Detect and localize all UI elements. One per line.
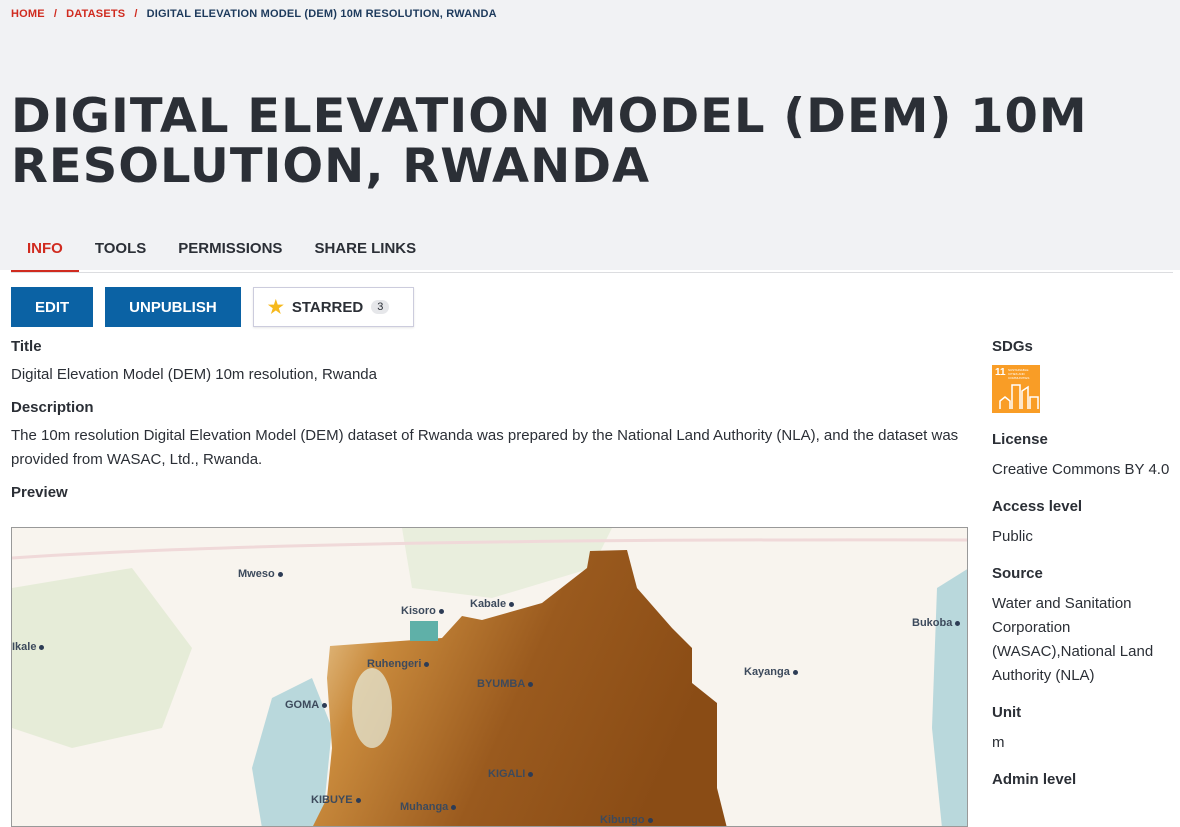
description-value: The 10m resolution Digital Elevation Mod… bbox=[11, 427, 959, 468]
unit-value: m bbox=[992, 734, 1005, 751]
sdg-text: SUSTAINABLE CITIES AND COMMUNITIES bbox=[1008, 368, 1030, 380]
metadata-sidebar: SDGs 11 SUSTAINABLE CITIES AND COMMUNITI… bbox=[992, 338, 1172, 798]
edit-button[interactable]: EDIT bbox=[11, 287, 94, 327]
action-bar: EDIT UNPUBLISH ★ STARRED 3 bbox=[11, 287, 415, 327]
map-preview[interactable]: Mweso Kisoro Kabale Bukoba Ikale Ruhenge… bbox=[11, 527, 968, 827]
green-area bbox=[12, 568, 192, 748]
map-label: Mweso bbox=[238, 568, 283, 580]
admin-level-label: Admin level bbox=[992, 771, 1077, 788]
map-canvas bbox=[12, 528, 967, 826]
tab-bar: INFO TOOLS PERMISSIONS SHARE LINKS bbox=[11, 230, 1173, 273]
lake-kivu bbox=[252, 678, 332, 826]
sdg-11-icon[interactable]: 11 SUSTAINABLE CITIES AND COMMUNITIES bbox=[992, 365, 1040, 413]
dataset-info: Title Digital Elevation Model (DEM) 10m … bbox=[11, 338, 971, 515]
license-value: Creative Commons BY 4.0 bbox=[992, 461, 1170, 478]
unit-label: Unit bbox=[992, 704, 1022, 721]
title-value: Digital Elevation Model (DEM) 10m resolu… bbox=[11, 366, 377, 383]
star-icon: ★ bbox=[267, 296, 284, 317]
starred-label: STARRED bbox=[291, 298, 364, 316]
map-label: KIBUYE bbox=[311, 794, 361, 806]
map-label: Kayanga bbox=[744, 666, 798, 678]
breadcrumb-separator: / bbox=[134, 8, 138, 20]
breadcrumb-home[interactable]: HOME bbox=[11, 8, 45, 20]
tab-permissions[interactable]: PERMISSIONS bbox=[178, 240, 283, 257]
starred-button[interactable]: ★ STARRED 3 bbox=[252, 287, 415, 327]
source-label: Source bbox=[992, 565, 1043, 582]
description-label: Description bbox=[11, 399, 94, 416]
breadcrumb-datasets[interactable]: DATASETS bbox=[66, 8, 126, 20]
page-header: HOME / DATASETS / DIGITAL ELEVATION MODEL (D… bbox=[0, 0, 1180, 273]
unpublish-button[interactable]: UNPUBLISH bbox=[105, 287, 241, 327]
map-label: Bukoba bbox=[912, 617, 960, 629]
lake-victoria bbox=[932, 569, 967, 826]
map-label: Kabale bbox=[470, 598, 514, 610]
sdg-number: 11 bbox=[995, 367, 1006, 378]
sdgs-label: SDGs bbox=[992, 338, 1033, 355]
source-value: Water and Sanitation Corporation (WASAC)… bbox=[992, 595, 1154, 684]
map-label: Ruhengeri bbox=[367, 658, 429, 670]
tab-share-links[interactable]: SHARE LINKS bbox=[314, 240, 417, 257]
map-label: Kisoro bbox=[401, 605, 444, 617]
map-label: Ikale bbox=[12, 641, 44, 653]
access-level-value: Public bbox=[992, 528, 1033, 545]
map-label: BYUMBA bbox=[477, 678, 533, 690]
map-label: GOMA bbox=[285, 699, 327, 711]
tab-info[interactable]: INFO bbox=[11, 230, 79, 272]
green-area bbox=[402, 528, 612, 598]
preview-label: Preview bbox=[11, 484, 68, 501]
road bbox=[12, 538, 967, 560]
license-label: License bbox=[992, 431, 1048, 448]
dem-high-area bbox=[410, 621, 438, 641]
breadcrumb-current: DIGITAL ELEVATION MODEL (DEM) 10M RESOLU… bbox=[146, 8, 497, 20]
title-label: Title bbox=[11, 338, 42, 355]
star-count-badge: 3 bbox=[371, 300, 390, 314]
breadcrumb-separator: / bbox=[53, 8, 58, 20]
breadcrumb: HOME / DATASETS / DIGITAL ELEVATION MODEL (D… bbox=[11, 8, 497, 20]
access-level-label: Access level bbox=[992, 498, 1083, 515]
map-label: Kibungo bbox=[600, 814, 653, 826]
dem-high-area bbox=[352, 668, 392, 748]
page-title: DIGITAL ELEVATION MODEL (DEM) 10M RESOLU… bbox=[11, 89, 1088, 194]
city-icon bbox=[999, 384, 1039, 409]
tab-tools[interactable]: TOOLS bbox=[94, 240, 147, 257]
map-label: KIGALI bbox=[488, 768, 533, 780]
map-label: Muhanga bbox=[400, 801, 456, 813]
